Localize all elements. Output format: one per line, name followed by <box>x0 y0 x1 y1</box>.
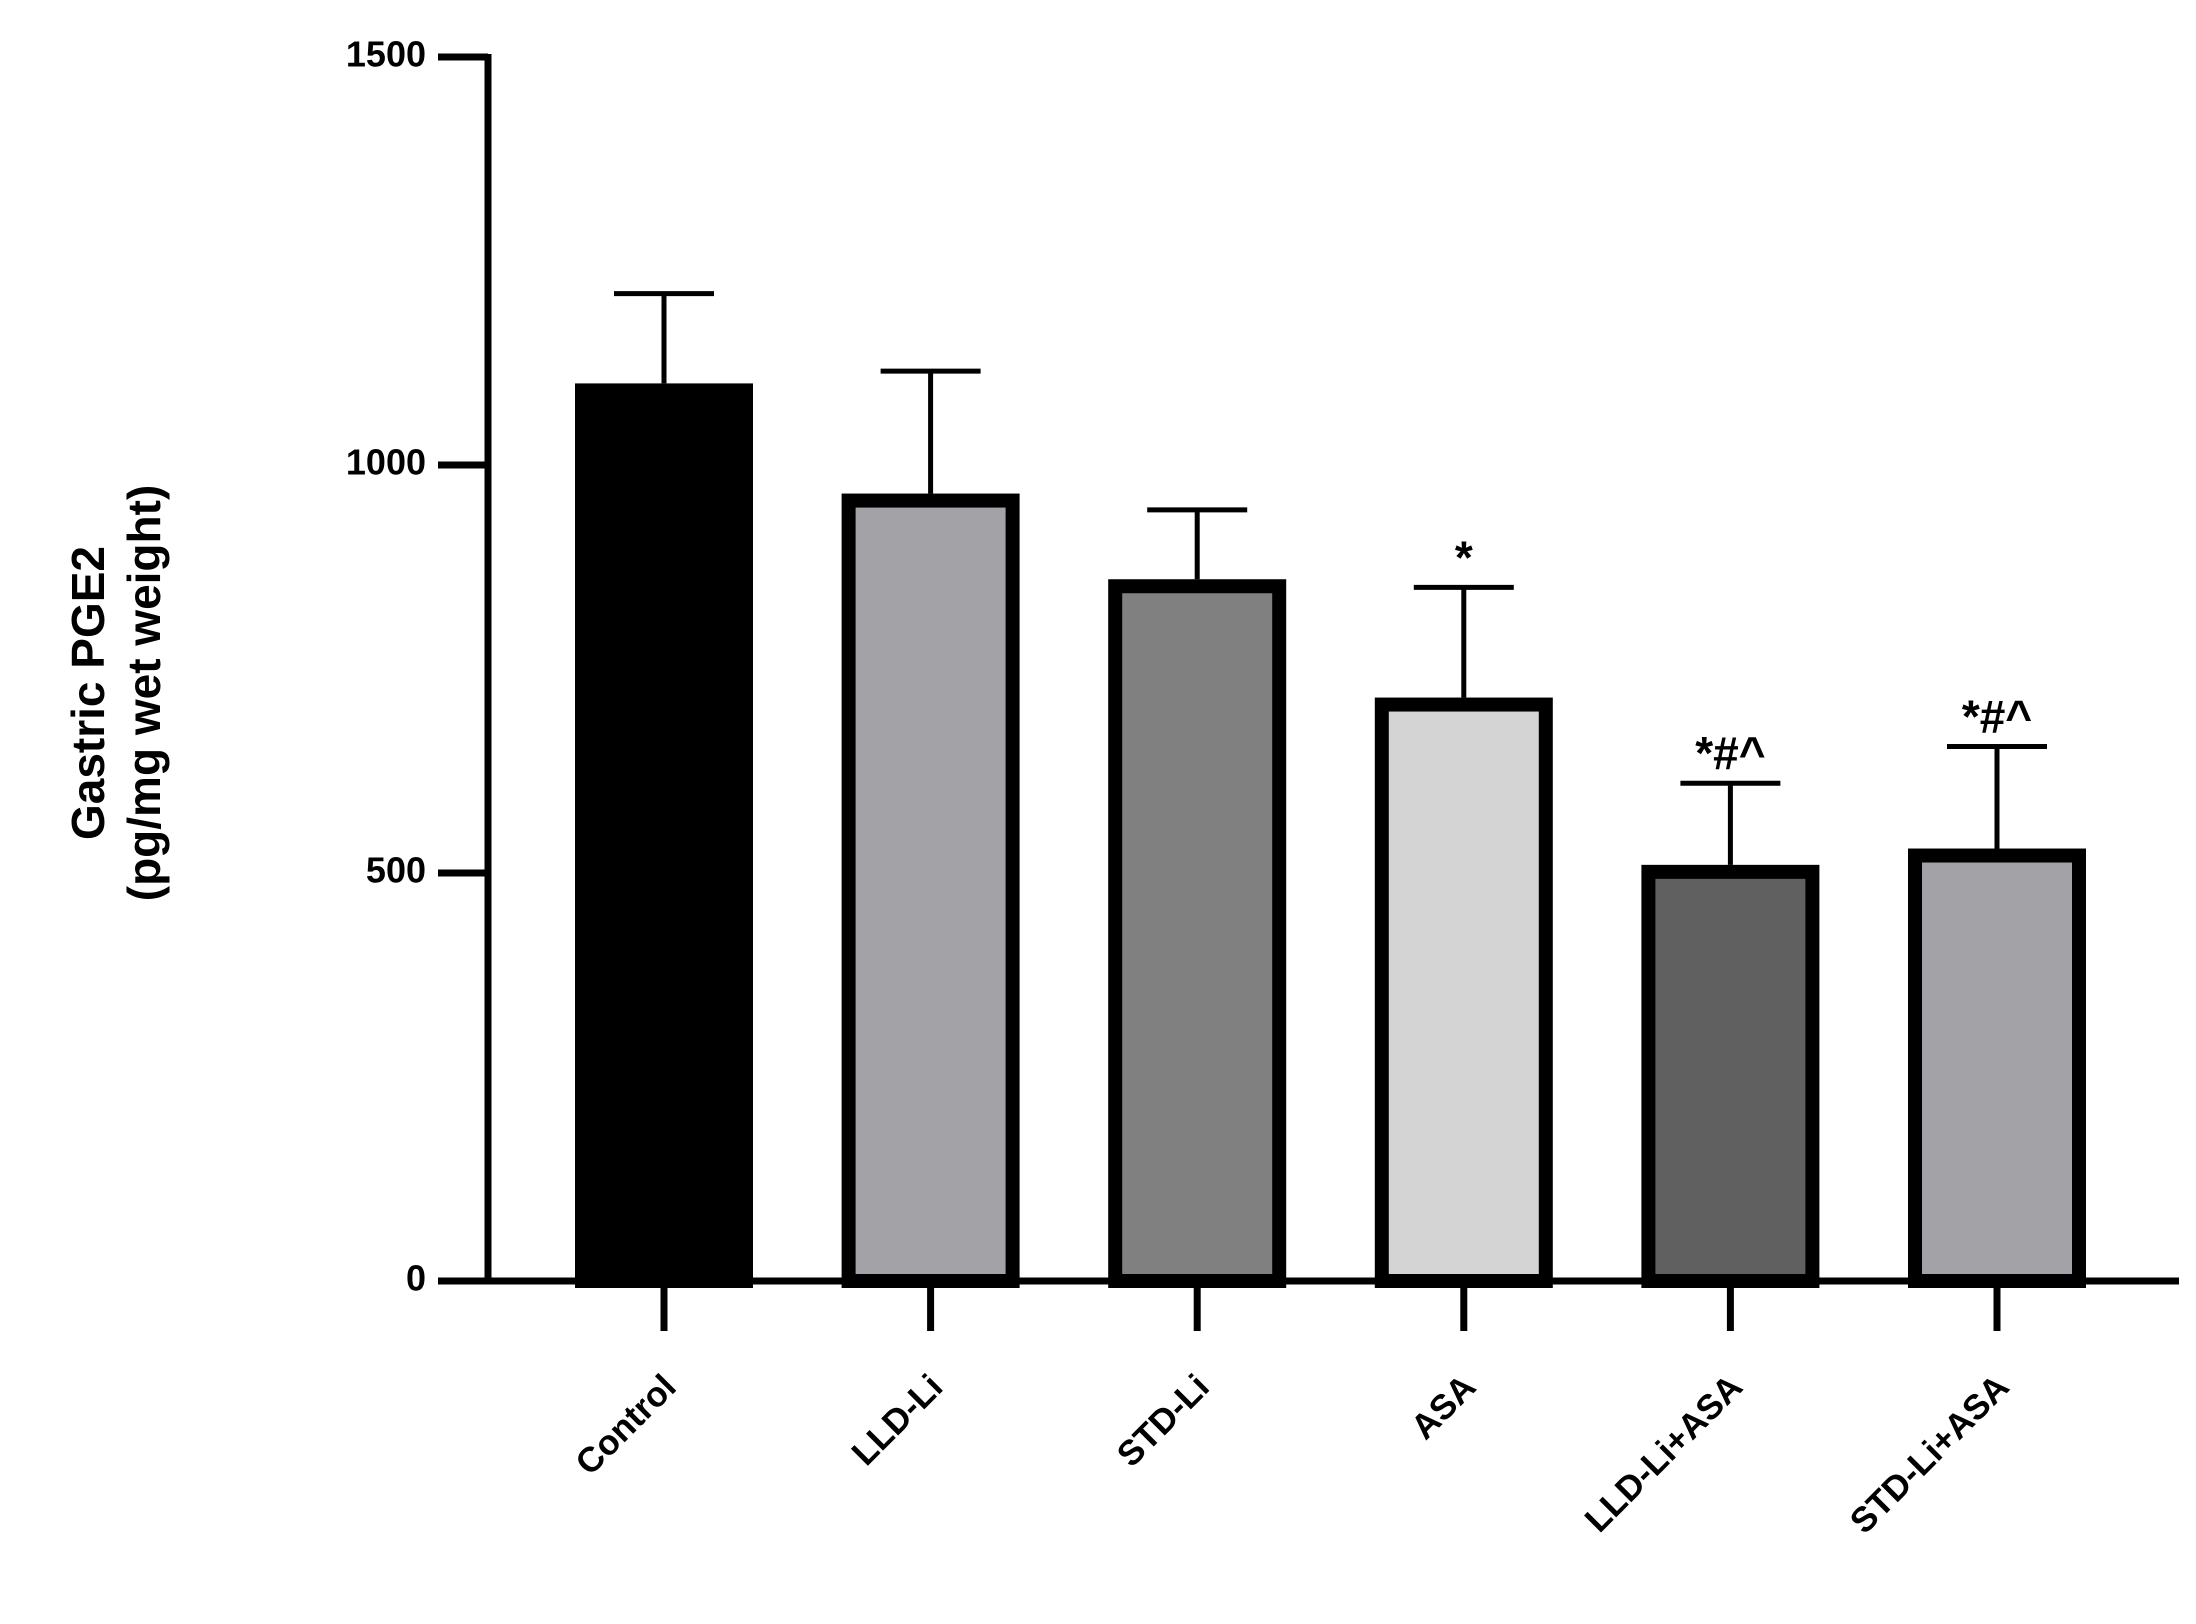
y-tick-label: 0 <box>406 1258 426 1299</box>
y-tick-label: 1500 <box>346 34 426 75</box>
bar <box>1108 579 1287 1288</box>
y-axis-title-line: Gastric PGE2 <box>62 546 114 840</box>
bar <box>841 493 1020 1288</box>
x-tick-label: STD-Li <box>1110 1367 1217 1474</box>
bar <box>1374 697 1553 1288</box>
x-tick-label: LLD-Li+ASA <box>1577 1367 1750 1540</box>
significance-label: *#^ <box>1962 691 2032 743</box>
x-tick-label: Control <box>568 1367 684 1483</box>
significance-label: *#^ <box>1695 727 1765 779</box>
significance-label: * <box>1455 531 1473 583</box>
x-tick-label: ASA <box>1404 1367 1484 1447</box>
y-axis-title: Gastric PGE2 (pg/mg wet weight) <box>62 485 170 902</box>
y-tick-label: 1000 <box>346 442 426 483</box>
bar <box>1908 848 2086 1289</box>
x-tick-label: STD-Li+ASA <box>1843 1367 2017 1541</box>
y-axis-title-line: (pg/mg wet weight) <box>118 485 170 902</box>
x-tick-label: LLD-Li <box>844 1367 950 1473</box>
bar <box>575 383 753 1288</box>
y-tick-label: 500 <box>366 850 426 891</box>
bar <box>1641 864 1820 1289</box>
